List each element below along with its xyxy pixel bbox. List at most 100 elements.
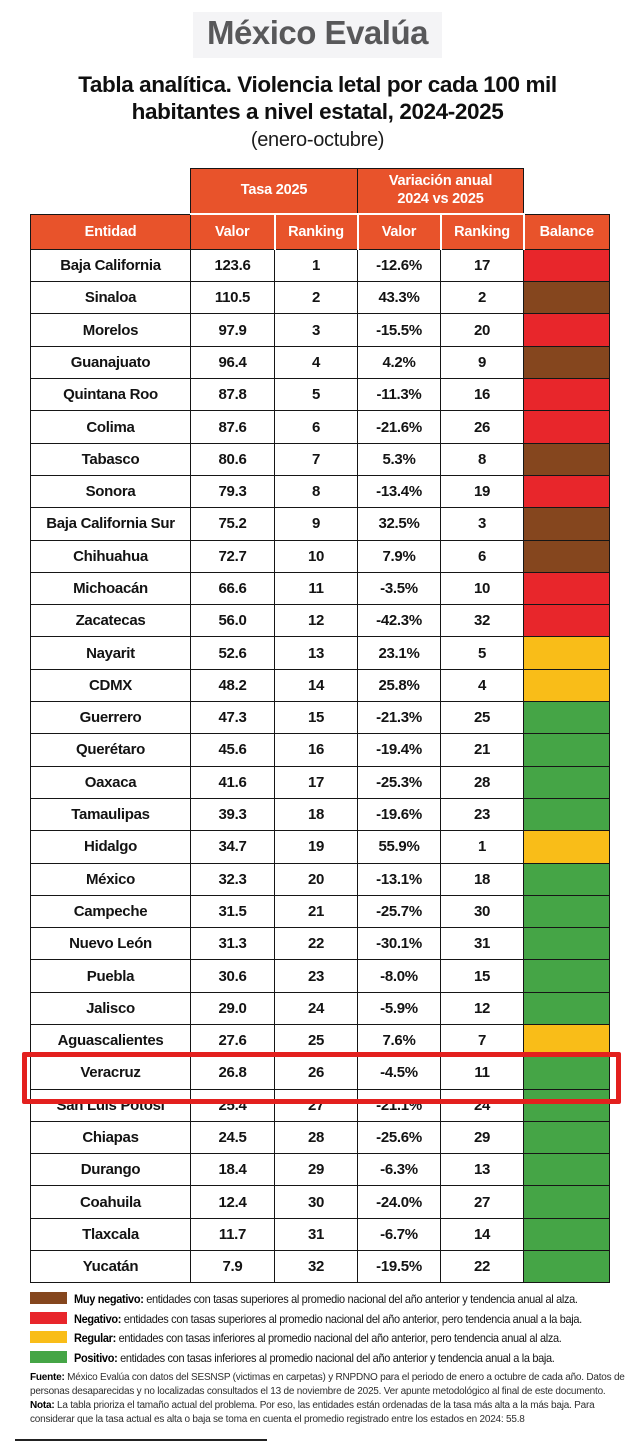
- variacion-valor-cell: -6.3%: [357, 1153, 441, 1187]
- variacion-valor-cell: -5.9%: [357, 991, 441, 1026]
- variacion-ranking-cell: 6: [439, 539, 525, 573]
- data-table: Tasa 2025 Variación anual 2024 vs 2025 E…: [30, 167, 611, 1284]
- table-row: Puebla 30.6 23 -8.0% 15: [30, 959, 611, 993]
- legend-item-regular: Regular: entidades con tasas inferiores …: [30, 1331, 635, 1346]
- variacion-valor-cell: -3.5%: [357, 571, 441, 606]
- tasa-valor-cell: 56.0: [190, 604, 275, 638]
- balance-cell-positivo: [523, 959, 611, 993]
- variacion-ranking-cell: 9: [439, 345, 525, 380]
- entity-name: Aguascalientes: [30, 1023, 191, 1058]
- variacion-ranking-cell: 13: [439, 1153, 525, 1187]
- tasa-ranking-cell: 4: [274, 345, 358, 380]
- balance-cell-positivo: [523, 797, 611, 832]
- balance-cell-regular: [523, 636, 611, 670]
- column-header-entidad: Entidad: [30, 213, 191, 250]
- mexico-evalua-logo: México Evalúa: [193, 12, 442, 58]
- legend-label: Muy negativo:: [74, 1292, 144, 1307]
- variacion-ranking-cell: 30: [439, 894, 525, 929]
- tasa-valor-cell: 39.3: [190, 797, 275, 832]
- table-row: Campeche 31.5 21 -25.7% 30: [30, 894, 611, 929]
- tasa-valor-cell: 79.3: [190, 474, 275, 509]
- entity-name: Guanajuato: [30, 345, 191, 380]
- muy_negativo-swatch: [30, 1292, 67, 1305]
- tasa-valor-cell: 87.6: [190, 410, 275, 444]
- column-header-tasa-ranking: Ranking: [273, 213, 358, 250]
- tasa-valor-cell: 12.4: [190, 1185, 275, 1219]
- tasa-valor-cell: 45.6: [190, 733, 275, 767]
- variacion-valor-cell: 25.8%: [357, 668, 441, 703]
- entity-name: Nuevo León: [30, 927, 191, 961]
- entity-name: Nayarit: [30, 636, 191, 670]
- variacion-ranking-cell: 2: [439, 281, 525, 315]
- data-table-wrap: Tasa 2025 Variación anual 2024 vs 2025 E…: [22, 167, 621, 1284]
- entity-name: Tlaxcala: [30, 1217, 191, 1252]
- table-row: México 32.3 20 -13.1% 18: [30, 862, 611, 896]
- balance-cell-positivo: [523, 862, 611, 896]
- chart-title-line1: Tabla analítica. Violencia letal por cad…: [78, 72, 557, 97]
- tasa-ranking-cell: 17: [274, 765, 358, 799]
- variacion-ranking-cell: 27: [439, 1185, 525, 1219]
- tasa-valor-cell: 72.7: [190, 539, 275, 573]
- balance-cell-positivo: [523, 894, 611, 929]
- table-row: Tamaulipas 39.3 18 -19.6% 23: [30, 797, 611, 832]
- entity-name: Querétaro: [30, 733, 191, 767]
- tasa-valor-cell: 41.6: [190, 765, 275, 799]
- variacion-valor-cell: 4.2%: [357, 345, 441, 380]
- footnotes: Fuente: México Evalúa con datos del SESN…: [30, 1371, 626, 1426]
- variacion-ranking-cell: 24: [439, 1088, 525, 1122]
- table-row: Baja California Sur 75.2 9 32.5% 3: [30, 507, 611, 541]
- balance-cell-positivo: [523, 765, 611, 799]
- legend-text-wrap: Positivo: entidades con tasas inferiores…: [74, 1351, 555, 1366]
- variacion-valor-cell: 7.6%: [357, 1023, 441, 1058]
- tasa-ranking-cell: 28: [274, 1120, 358, 1155]
- tasa-ranking-cell: 25: [274, 1023, 358, 1058]
- entity-name: Quintana Roo: [30, 378, 191, 412]
- tasa-valor-cell: 97.9: [190, 313, 275, 347]
- chart-title-line2: habitantes a nivel estatal, 2024-2025: [131, 99, 504, 125]
- balance-cell-negativo: [523, 313, 611, 347]
- variacion-ranking-cell: 8: [439, 442, 525, 476]
- variacion-valor-cell: 23.1%: [357, 636, 441, 670]
- table-row: Aguascalientes 27.6 25 7.6% 7: [30, 1023, 611, 1058]
- table-row: Coahuila 12.4 30 -24.0% 27: [30, 1185, 611, 1219]
- tasa-ranking-cell: 6: [274, 410, 358, 444]
- legend-item-positivo: Positivo: entidades con tasas inferiores…: [30, 1350, 635, 1366]
- entity-name: Tamaulipas: [30, 797, 191, 832]
- table-row: Durango 18.4 29 -6.3% 13: [30, 1153, 611, 1187]
- group-header-spacer-left: [30, 168, 191, 215]
- balance-cell-negativo: [523, 571, 611, 606]
- entity-name: Coahuila: [30, 1185, 191, 1219]
- table-row: Yucatán 7.9 32 -19.5% 22: [30, 1250, 611, 1284]
- group-header-tasa-2025: Tasa 2025: [190, 167, 358, 216]
- tasa-valor-cell: 87.8: [190, 378, 275, 412]
- group-header-spacer-right: [523, 168, 610, 215]
- balance-cell-positivo: [523, 991, 611, 1026]
- variacion-ranking-cell: 18: [439, 862, 525, 896]
- variacion-valor-cell: 32.5%: [357, 507, 441, 541]
- tasa-valor-cell: 27.6: [190, 1023, 275, 1058]
- variacion-ranking-cell: 22: [439, 1250, 525, 1284]
- table-row: Baja California 123.6 1 -12.6% 17: [30, 248, 611, 283]
- variacion-ranking-cell: 28: [439, 765, 525, 799]
- tasa-valor-cell: 123.6: [190, 248, 275, 283]
- balance-cell-muy_negativo: [523, 539, 611, 573]
- tasa-ranking-cell: 21: [274, 894, 358, 929]
- balance-cell-positivo: [523, 1153, 611, 1187]
- variacion-ranking-cell: 15: [439, 959, 525, 993]
- tasa-ranking-cell: 31: [274, 1217, 358, 1252]
- legend-label: Negativo:: [74, 1311, 122, 1326]
- entity-name: CDMX: [30, 668, 191, 703]
- balance-cell-positivo: [523, 1250, 611, 1284]
- tasa-ranking-cell: 19: [274, 830, 358, 864]
- tasa-valor-cell: 32.3: [190, 862, 275, 896]
- fuente-note: Fuente: México Evalúa con datos del SESN…: [30, 1371, 626, 1398]
- entity-name: Jalisco: [30, 991, 191, 1026]
- variacion-ranking-cell: 1: [439, 830, 525, 864]
- legend-text: entidades con tasas inferiores al promed…: [115, 1331, 562, 1346]
- legend-item-negativo: Negativo: entidades con tasas superiores…: [30, 1311, 635, 1327]
- fuente-label: Fuente:: [30, 1372, 65, 1384]
- entity-name: Durango: [30, 1153, 191, 1187]
- table-row: Chihuahua 72.7 10 7.9% 6: [30, 539, 611, 573]
- logo-wrap: México Evalúa: [0, 0, 635, 58]
- tasa-ranking-cell: 26: [274, 1056, 358, 1090]
